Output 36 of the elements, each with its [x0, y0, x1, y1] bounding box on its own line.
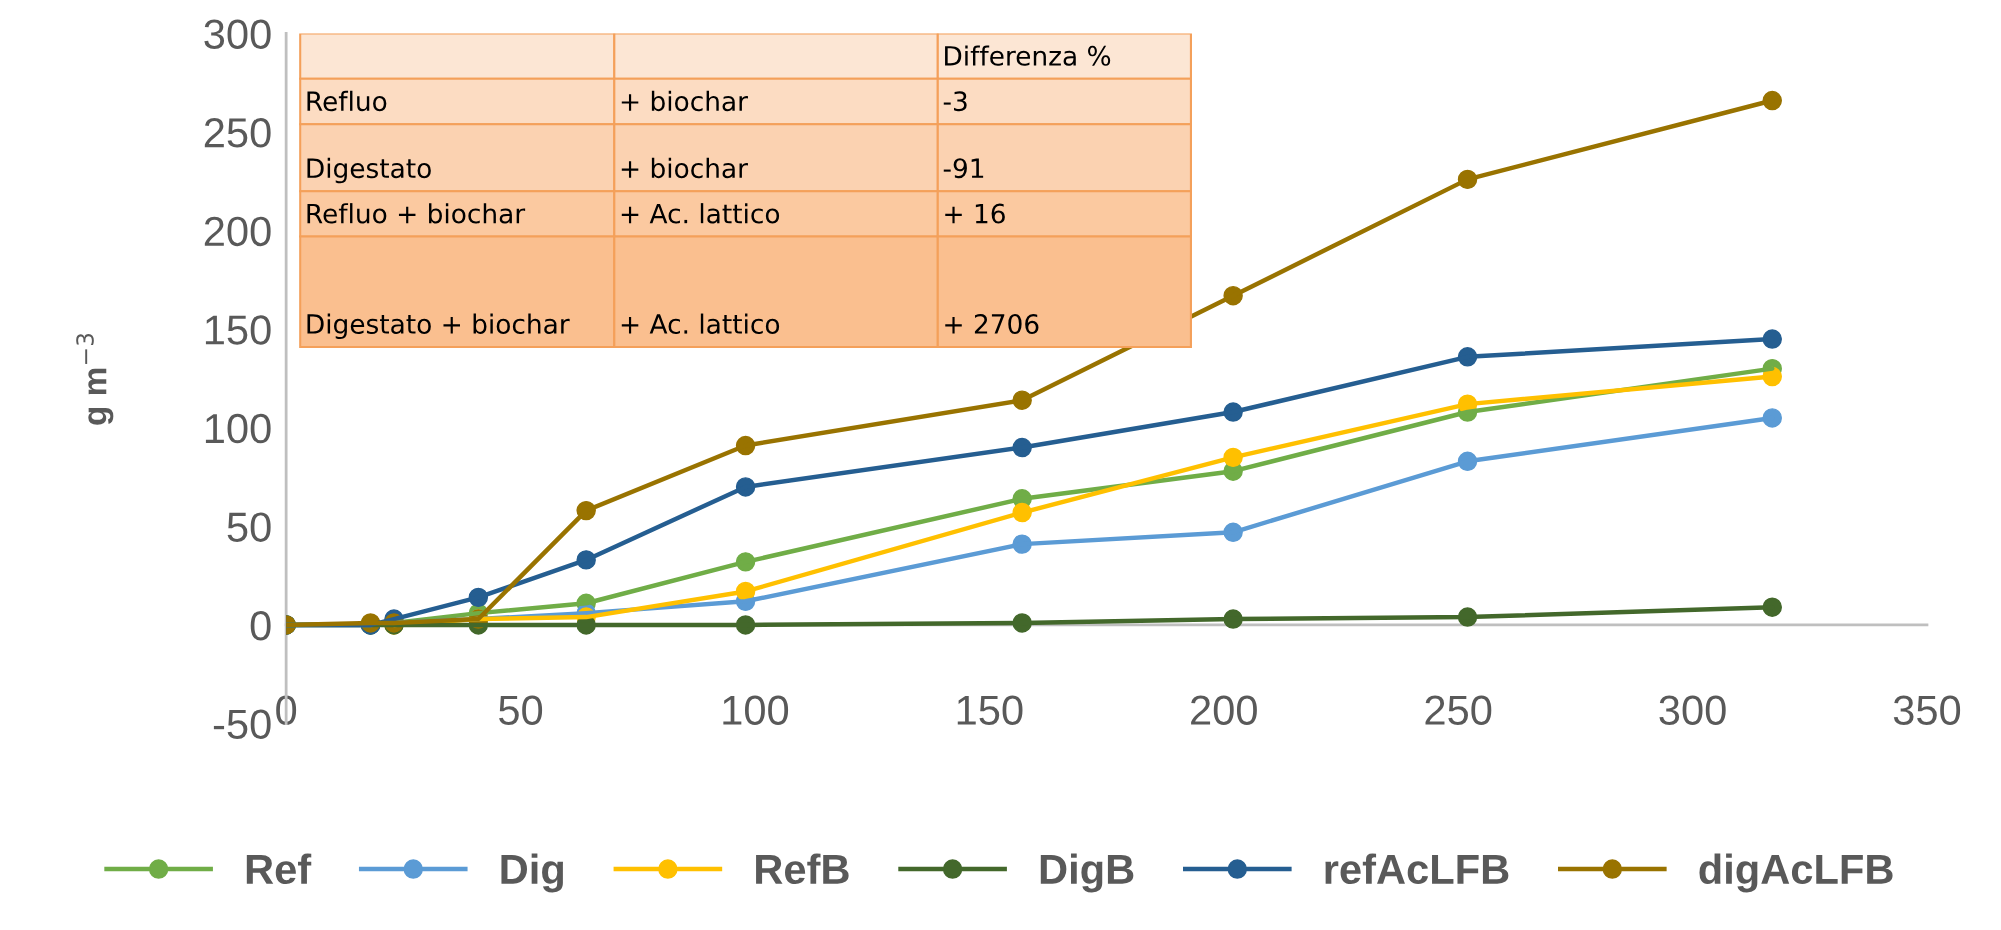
annotation: + 16	[945, 203, 1005, 224]
x-tick-label: 0	[276, 695, 297, 726]
x-tick-label: 50	[499, 695, 543, 726]
y-tick-label: 250	[204, 118, 271, 148]
annotation: + Ac. lattico	[621, 203, 780, 224]
x-tick-label: 250	[1425, 695, 1492, 726]
legend-label: RefB	[756, 853, 849, 885]
y-tick-label: 0	[250, 610, 271, 641]
x-tick-label: 300	[1659, 695, 1726, 726]
x-tick-label: 150	[957, 695, 1023, 726]
y-axis-title: g m$^{−3}$	[76, 333, 114, 425]
annotation: + biochar	[621, 157, 748, 179]
y-tick-label: 100	[205, 413, 271, 444]
annotation: -3	[943, 91, 967, 112]
legend-label: Ref	[246, 853, 312, 885]
annotation: -91	[943, 158, 984, 179]
y-tick-label: 50	[227, 512, 271, 542]
legend-label: DigB	[1040, 853, 1134, 893]
y-tick-label: 150	[205, 315, 271, 345]
y-tick-label: -50	[213, 709, 271, 740]
legend-label: refAcLFB	[1325, 853, 1509, 885]
legend-label: digAcLFB	[1699, 853, 1893, 893]
x-tick-label: 350	[1893, 695, 1961, 726]
annotation: Digestato + biochar	[307, 313, 570, 340]
annotation: Digestato	[307, 157, 431, 184]
annotation: + Ac. lattico	[621, 313, 780, 334]
y-tick-label: 200	[204, 216, 271, 247]
y-tick-label: 300	[204, 19, 271, 49]
annotation: Differenza %	[945, 45, 1111, 66]
annotation: + 2706	[945, 314, 1039, 334]
annotation: Refluo + biochar	[307, 203, 526, 224]
x-tick-label: 100	[723, 695, 789, 726]
annotation: + biochar	[621, 90, 748, 112]
legend-label: Dig	[501, 853, 563, 893]
x-tick-label: 200	[1191, 695, 1257, 726]
annotation: Refluo	[307, 90, 387, 112]
